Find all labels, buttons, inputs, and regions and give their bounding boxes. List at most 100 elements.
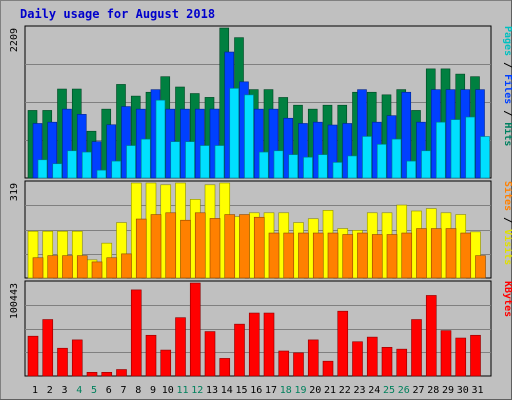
- bar-kbytes-day-26: [396, 348, 408, 377]
- bar-kbytes-day-6: [101, 371, 113, 377]
- day-label-21: 21: [324, 385, 336, 396]
- bar-kbytes-day-19: [293, 352, 304, 377]
- bar-sites-day-12: [194, 212, 206, 279]
- axis-legend-part-2: Files: [502, 74, 512, 104]
- axis-legend-part-0: KBytes: [502, 281, 512, 317]
- day-label-19: 19: [294, 385, 306, 396]
- bar-pages-day-4: [81, 151, 92, 179]
- bar-kbytes-day-16: [248, 312, 260, 377]
- bar-kbytes-day-30: [455, 337, 467, 377]
- day-label-11: 11: [176, 385, 188, 396]
- bar-files-day-2: [47, 121, 58, 179]
- bar-pages-day-6: [111, 160, 122, 179]
- bar-pages-day-1: [37, 159, 48, 179]
- bar-pages-day-2: [52, 163, 63, 179]
- axis-legend-part-3: /: [502, 104, 512, 122]
- bar-kbytes-day-24: [366, 336, 378, 377]
- bar-sites-day-17: [268, 232, 280, 279]
- axis-legend-part-2: Visits: [502, 229, 512, 265]
- bar-kbytes-day-14: [219, 358, 231, 377]
- bar-pages-day-3: [67, 150, 77, 179]
- bar-files-day-13: [209, 108, 220, 179]
- bar-sites-day-20: [312, 232, 324, 279]
- bar-kbytes-day-1: [27, 335, 39, 377]
- bar-pages-day-31: [480, 136, 490, 179]
- bar-sites-day-11: [180, 219, 191, 279]
- bar-sites-day-3: [62, 255, 73, 279]
- bar-kbytes-day-7: [116, 369, 127, 377]
- bar-sites-day-7: [121, 253, 132, 279]
- bar-files-day-4: [76, 114, 87, 179]
- max-label-kbytes: 100443: [9, 283, 20, 319]
- bar-sites-day-18: [283, 232, 295, 279]
- bar-kbytes-day-22: [337, 310, 349, 377]
- bar-sites-day-27: [416, 228, 427, 279]
- day-label-4: 4: [76, 385, 82, 396]
- day-label-7: 7: [120, 385, 126, 396]
- bar-kbytes-day-27: [411, 319, 422, 377]
- bar-pages-day-30: [465, 116, 476, 179]
- bar-sites-day-13: [209, 218, 221, 279]
- bar-files-day-6: [106, 124, 117, 179]
- bar-pages-day-21: [332, 162, 343, 179]
- bar-kbytes-day-11: [175, 317, 186, 377]
- bar-sites-day-23: [357, 232, 368, 279]
- axis-legend-kbytes: KBytes: [502, 281, 512, 317]
- bar-sites-day-24: [371, 234, 383, 279]
- bar-kbytes-day-21: [322, 360, 334, 377]
- day-label-28: 28: [427, 385, 439, 396]
- bar-kbytes-day-29: [440, 330, 452, 377]
- bar-sites-day-14: [224, 214, 236, 279]
- day-label-8: 8: [135, 385, 141, 396]
- day-label-29: 29: [442, 385, 454, 396]
- bar-pages-day-11: [185, 141, 195, 179]
- day-label-30: 30: [457, 385, 469, 396]
- bar-files-day-7: [121, 106, 131, 179]
- bar-files-day-19: [298, 123, 308, 179]
- bar-sites-day-1: [32, 257, 44, 279]
- bar-pages-day-19: [303, 156, 313, 179]
- day-label-20: 20: [309, 385, 321, 396]
- axis-legend-part-0: Pages: [502, 26, 512, 56]
- bar-pages-day-29: [450, 119, 461, 179]
- bar-kbytes-day-18: [278, 350, 290, 377]
- axis-legend-hits-files-pages: Pages / Files / Hits: [502, 26, 512, 146]
- day-label-23: 23: [353, 385, 365, 396]
- bar-pages-day-15: [244, 94, 254, 179]
- bar-sites-day-5: [91, 261, 103, 279]
- bar-pages-day-7: [126, 145, 136, 179]
- bar-files-day-16: [253, 108, 264, 179]
- bar-kbytes-day-3: [57, 347, 68, 377]
- bar-files-day-26: [401, 91, 412, 179]
- bar-files-day-20: [312, 121, 323, 179]
- bar-kbytes-day-2: [42, 319, 54, 377]
- day-label-25: 25: [383, 385, 395, 396]
- bar-sites-day-22: [342, 234, 354, 279]
- bar-sites-day-2: [47, 255, 59, 279]
- bar-kbytes-day-23: [352, 341, 363, 377]
- bar-sites-day-21: [327, 232, 339, 279]
- day-label-1: 1: [32, 385, 38, 396]
- day-label-26: 26: [398, 385, 410, 396]
- bar-sites-day-31: [475, 255, 486, 279]
- day-label-2: 2: [47, 385, 53, 396]
- bar-sites-day-26: [401, 232, 413, 279]
- bar-pages-day-25: [391, 138, 402, 179]
- bar-pages-day-22: [347, 155, 358, 179]
- day-label-15: 15: [235, 385, 247, 396]
- day-label-16: 16: [250, 385, 262, 396]
- bar-sites-day-29: [445, 228, 457, 279]
- bar-pages-day-16: [258, 151, 269, 179]
- bar-files-day-21: [327, 124, 338, 179]
- bar-files-day-3: [62, 108, 72, 179]
- bar-kbytes-day-8: [130, 289, 142, 377]
- axis-legend-part-1: /: [502, 56, 512, 74]
- bar-files-day-27: [416, 121, 426, 179]
- bar-files-day-12: [194, 108, 205, 179]
- day-label-13: 13: [206, 385, 218, 396]
- axis-legend-visits-sites: Sites / Visits: [502, 181, 512, 265]
- bar-kbytes-day-12: [189, 282, 201, 377]
- day-label-31: 31: [471, 385, 483, 396]
- day-label-22: 22: [339, 385, 351, 396]
